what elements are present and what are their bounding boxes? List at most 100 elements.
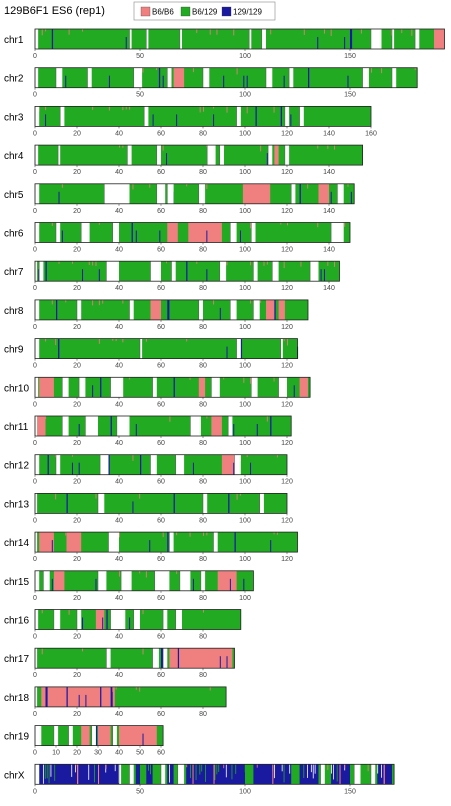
segment-texture — [65, 75, 67, 88]
segment-gap — [272, 261, 279, 282]
segment-b6-129 — [35, 532, 298, 553]
segment-gap — [79, 377, 86, 398]
segment-texture — [203, 106, 204, 112]
chromosome-track-chrX: chrX 0 50 100 150 — [4, 763, 395, 795]
segment-gap — [175, 454, 185, 475]
tick-label: 20 — [73, 711, 81, 718]
segment-gap — [127, 145, 132, 166]
segment-texture — [199, 764, 201, 775]
segment-gap — [104, 183, 130, 204]
tick-label: 20 — [73, 750, 81, 757]
segment-texture — [216, 648, 218, 652]
tick-label: 80 — [199, 634, 207, 641]
segment-texture — [276, 454, 278, 458]
chromosome-outline — [34, 376, 311, 398]
segment-gap — [354, 764, 361, 785]
segment-texture — [169, 416, 171, 422]
segment-gap — [268, 145, 273, 166]
segment-129-129 — [158, 67, 161, 88]
segment-texture — [119, 145, 120, 148]
segment-texture — [246, 106, 248, 114]
segment-gap — [167, 67, 172, 88]
tick-label: 100 — [239, 324, 251, 331]
segment-texture — [260, 145, 262, 152]
segment-texture — [45, 106, 47, 111]
tick-label: 60 — [157, 208, 165, 215]
segment-129-129 — [280, 106, 282, 127]
segment-texture — [219, 307, 221, 320]
segment-texture — [367, 764, 369, 772]
segment-b6-b6 — [169, 648, 233, 669]
segment-texture — [381, 67, 383, 74]
segment-gap — [35, 493, 38, 514]
segment-gap — [289, 67, 294, 88]
legend-swatch-129-129 — [221, 6, 232, 17]
segment-texture — [176, 114, 178, 127]
segment-129-129 — [255, 106, 257, 127]
segment-texture — [155, 67, 157, 70]
segment-gap — [167, 183, 174, 204]
segment-texture — [135, 424, 137, 436]
tick-label: 60 — [157, 363, 165, 370]
segment-texture — [95, 493, 97, 499]
segment-texture — [98, 725, 100, 731]
segment-gap — [77, 609, 82, 630]
segment-texture — [223, 377, 225, 380]
segment-texture — [201, 764, 203, 772]
segment-gap — [53, 725, 59, 746]
segment-texture — [169, 222, 171, 229]
segment-b6-129 — [35, 183, 355, 204]
segment-texture — [233, 29, 235, 36]
segment-129-129 — [56, 299, 58, 320]
segment-texture — [377, 764, 379, 774]
tick-label: 50 — [136, 750, 144, 757]
segment-gap — [35, 145, 39, 166]
segment-texture — [273, 106, 275, 113]
segment-gap — [392, 67, 397, 88]
segment-gap — [39, 261, 44, 282]
tick-label: 120 — [281, 324, 293, 331]
segment-texture — [115, 686, 117, 690]
chromosome-label: chr19 — [4, 732, 29, 743]
segment-129-129 — [308, 67, 310, 88]
segment-b6-b6 — [217, 570, 237, 591]
segment-texture — [273, 377, 275, 382]
chromosome-track-chr17: chr17 0 20 40 60 80 — [4, 647, 235, 679]
segment-texture — [129, 377, 131, 380]
tick-label: 20 — [73, 556, 81, 563]
tick-label: 100 — [239, 130, 251, 137]
segment-gap — [190, 416, 201, 436]
segment-texture — [243, 377, 245, 383]
segment-texture — [203, 609, 204, 613]
segment-texture — [213, 106, 215, 109]
segment-b6-b6 — [188, 222, 222, 243]
chromosome-outline — [34, 763, 395, 785]
legend-swatch-b6-129 — [180, 6, 191, 17]
chromosome-outline — [34, 647, 235, 669]
segment-texture — [139, 686, 141, 692]
chromosome-track-chr9: chr9 0 20 40 60 80 100 120 — [4, 338, 299, 370]
segment-gap — [156, 145, 161, 166]
segment-texture — [226, 656, 228, 669]
tick-label: 120 — [281, 401, 293, 408]
segment-texture — [283, 338, 285, 342]
tick-label: 80 — [199, 595, 207, 602]
segment-b6-b6 — [53, 570, 65, 591]
segment-gap — [234, 454, 241, 475]
segment-texture — [336, 764, 338, 782]
segment-b6-b6 — [266, 299, 275, 320]
segment-gap — [251, 377, 258, 398]
segment-texture — [189, 377, 191, 380]
segment-texture — [98, 338, 100, 344]
segment-129-129 — [161, 648, 164, 669]
segment-gap — [175, 609, 182, 630]
tick-label: 20 — [73, 285, 81, 292]
segment-gap — [362, 67, 369, 88]
segment-texture — [129, 617, 131, 630]
segment-texture — [176, 222, 178, 225]
tick-label: 40 — [115, 247, 123, 254]
segment-b6-b6 — [434, 29, 445, 49]
chromosome-label: chr3 — [4, 112, 24, 123]
chart-title: 129B6F1 ES6 (rep1) — [4, 5, 105, 17]
